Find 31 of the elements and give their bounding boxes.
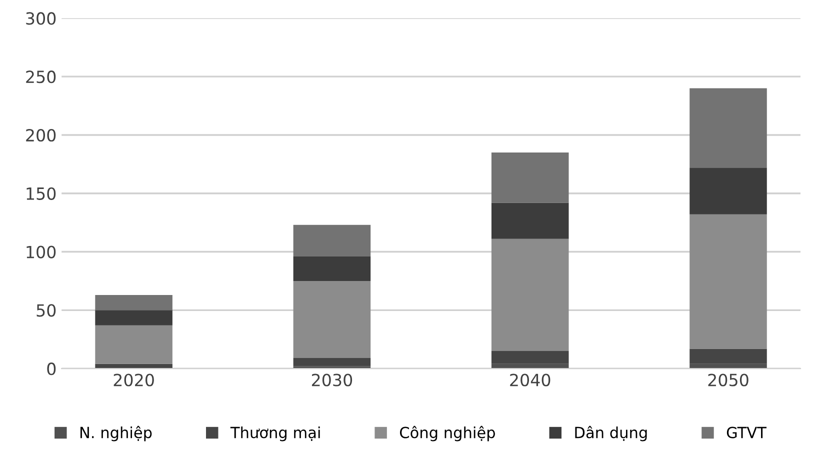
bar bbox=[293, 358, 371, 366]
bar bbox=[690, 168, 767, 214]
y-tick-label: 50 bbox=[36, 304, 56, 317]
y-tick-label: 250 bbox=[26, 70, 56, 84]
legend-label: Thương mại bbox=[230, 426, 320, 442]
bar bbox=[690, 348, 767, 364]
y-tick-label: 300 bbox=[26, 12, 56, 25]
x-tick-label: 2030 bbox=[312, 374, 352, 386]
bar bbox=[293, 280, 371, 358]
bar bbox=[491, 238, 569, 352]
legend-label: GTVT bbox=[726, 426, 767, 438]
bar bbox=[95, 310, 172, 326]
y-tick-label: 0 bbox=[47, 362, 56, 376]
bar bbox=[690, 214, 767, 349]
bar bbox=[293, 256, 371, 281]
bar bbox=[95, 325, 172, 364]
bar bbox=[95, 294, 172, 310]
y-tick-label: 150 bbox=[26, 187, 56, 200]
legend-label: Dân dụng bbox=[575, 426, 647, 442]
legend-label: N. nghiệp bbox=[80, 426, 152, 442]
y-tick-label: 200 bbox=[26, 128, 56, 142]
legend-label: Công nghiệp bbox=[400, 426, 495, 442]
bar bbox=[491, 351, 569, 364]
x-tick-label: 2020 bbox=[114, 374, 154, 386]
x-tick-label: 2040 bbox=[510, 374, 550, 386]
bar bbox=[690, 88, 767, 168]
bar bbox=[491, 202, 569, 239]
bar bbox=[491, 152, 569, 203]
y-tick-label: 100 bbox=[26, 246, 56, 258]
x-tick-label: 2050 bbox=[708, 374, 748, 386]
bar bbox=[293, 224, 371, 256]
